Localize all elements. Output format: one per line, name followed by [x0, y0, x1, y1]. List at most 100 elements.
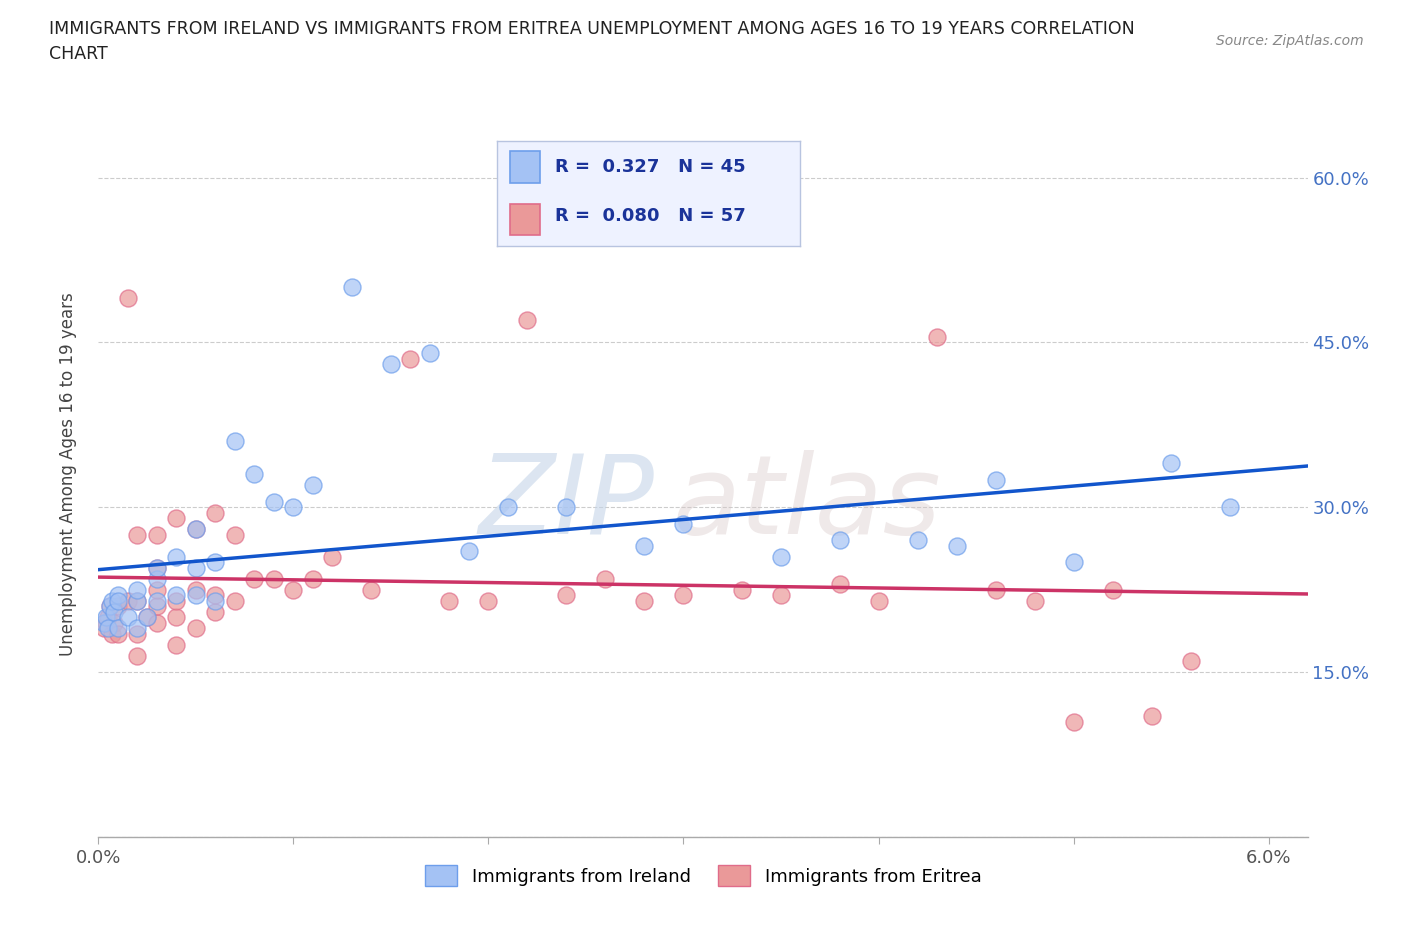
- Point: [672, 516, 695, 531]
- Point: [204, 593, 226, 608]
- Text: Source: ZipAtlas.com: Source: ZipAtlas.com: [1216, 34, 1364, 48]
- Point: [263, 571, 285, 586]
- Point: [224, 527, 246, 542]
- Point: [107, 593, 129, 608]
- Point: [204, 505, 226, 520]
- Point: [146, 527, 169, 542]
- Point: [1140, 709, 1163, 724]
- Point: [633, 538, 655, 553]
- Point: [184, 620, 207, 635]
- Point: [555, 499, 578, 514]
- Point: [107, 588, 129, 603]
- Point: [127, 593, 149, 608]
- Point: [146, 593, 169, 608]
- Point: [165, 637, 187, 652]
- Point: [165, 511, 187, 525]
- Point: [204, 604, 226, 619]
- Point: [184, 560, 207, 575]
- Point: [184, 582, 207, 597]
- Point: [97, 610, 120, 625]
- Point: [146, 599, 169, 614]
- Point: [1219, 499, 1241, 514]
- Point: [243, 571, 266, 586]
- Point: [146, 616, 169, 631]
- Point: [907, 533, 929, 548]
- Point: [769, 588, 792, 603]
- Point: [204, 555, 226, 570]
- Point: [633, 593, 655, 608]
- Point: [127, 593, 149, 608]
- Point: [107, 599, 129, 614]
- Point: [146, 560, 169, 575]
- Point: [984, 582, 1007, 597]
- Point: [117, 610, 139, 625]
- Point: [101, 626, 124, 641]
- Point: [127, 648, 149, 663]
- Text: atlas: atlas: [672, 450, 942, 557]
- Point: [127, 620, 149, 635]
- Point: [184, 522, 207, 537]
- Point: [136, 610, 159, 625]
- Point: [107, 620, 129, 635]
- Point: [984, 472, 1007, 487]
- Point: [1160, 456, 1182, 471]
- Point: [204, 588, 226, 603]
- Point: [263, 495, 285, 510]
- Point: [1063, 714, 1085, 729]
- Point: [340, 280, 363, 295]
- Text: IMMIGRANTS FROM IRELAND VS IMMIGRANTS FROM ERITREA UNEMPLOYMENT AMONG AGES 16 TO: IMMIGRANTS FROM IRELAND VS IMMIGRANTS FR…: [49, 20, 1135, 38]
- Point: [101, 593, 124, 608]
- Point: [107, 626, 129, 641]
- Legend: Immigrants from Ireland, Immigrants from Eritrea: Immigrants from Ireland, Immigrants from…: [418, 858, 988, 893]
- Point: [224, 593, 246, 608]
- Point: [127, 582, 149, 597]
- Point: [1180, 654, 1202, 669]
- Point: [868, 593, 890, 608]
- Point: [97, 620, 120, 635]
- Point: [419, 346, 441, 361]
- Point: [96, 616, 118, 631]
- Point: [555, 588, 578, 603]
- Point: [127, 626, 149, 641]
- Point: [136, 610, 159, 625]
- Point: [224, 434, 246, 449]
- Point: [146, 582, 169, 597]
- Point: [165, 588, 187, 603]
- Point: [1024, 593, 1046, 608]
- Point: [165, 593, 187, 608]
- Point: [103, 604, 125, 619]
- Point: [828, 577, 851, 591]
- Point: [380, 357, 402, 372]
- Point: [93, 620, 115, 635]
- Point: [731, 582, 754, 597]
- Point: [360, 582, 382, 597]
- Point: [945, 538, 967, 553]
- Point: [96, 610, 118, 625]
- Point: [595, 571, 617, 586]
- Point: [516, 313, 538, 328]
- Point: [399, 352, 422, 366]
- Point: [117, 593, 139, 608]
- Point: [672, 588, 695, 603]
- Point: [302, 478, 325, 493]
- Point: [146, 571, 169, 586]
- Point: [477, 593, 499, 608]
- Point: [165, 550, 187, 565]
- Point: [283, 582, 305, 597]
- Y-axis label: Unemployment Among Ages 16 to 19 years: Unemployment Among Ages 16 to 19 years: [59, 292, 77, 657]
- Point: [146, 560, 169, 575]
- Point: [98, 599, 121, 614]
- Point: [117, 291, 139, 306]
- Point: [769, 550, 792, 565]
- Point: [496, 499, 519, 514]
- Point: [165, 610, 187, 625]
- Text: CHART: CHART: [49, 45, 108, 62]
- Point: [184, 588, 207, 603]
- Point: [439, 593, 461, 608]
- Point: [1101, 582, 1123, 597]
- Point: [283, 499, 305, 514]
- Point: [184, 522, 207, 537]
- Point: [127, 527, 149, 542]
- Point: [828, 533, 851, 548]
- Text: ZIP: ZIP: [479, 450, 655, 557]
